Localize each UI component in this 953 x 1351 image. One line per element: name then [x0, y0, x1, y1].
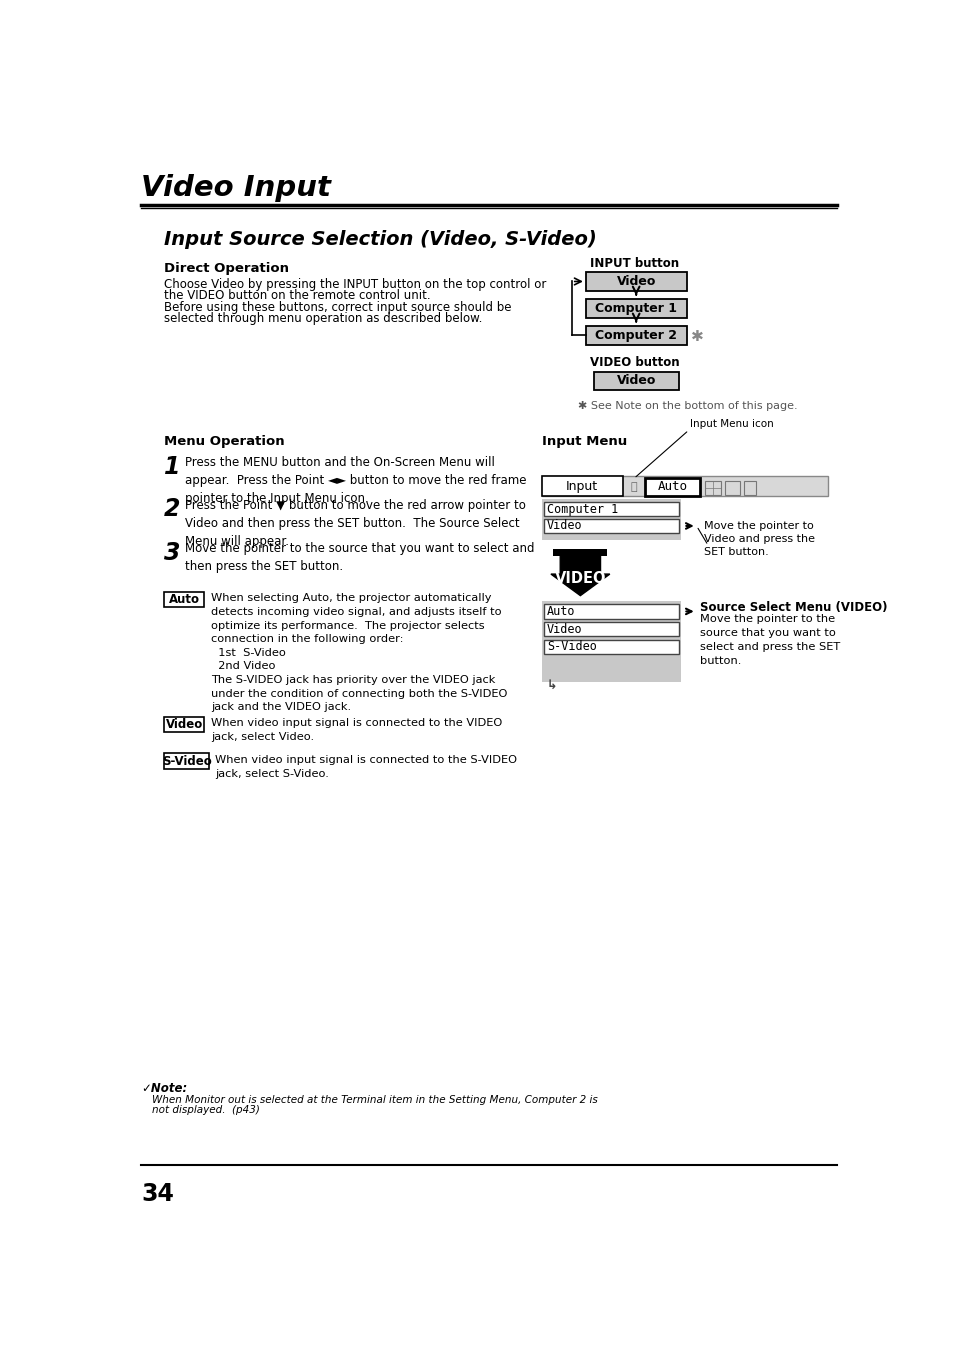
FancyBboxPatch shape	[543, 501, 679, 516]
Text: Input Source Selection (Video, S-Video): Input Source Selection (Video, S-Video)	[164, 230, 597, 249]
FancyBboxPatch shape	[164, 592, 204, 607]
Text: 2: 2	[164, 497, 180, 521]
FancyBboxPatch shape	[543, 519, 679, 534]
Text: Choose Video by pressing the INPUT button on the top control or: Choose Video by pressing the INPUT butto…	[164, 277, 546, 290]
Text: ✓Note:: ✓Note:	[141, 1082, 187, 1096]
Text: 1: 1	[164, 455, 180, 478]
Text: Source Select Menu (VIDEO): Source Select Menu (VIDEO)	[700, 601, 887, 613]
Text: INPUT button: INPUT button	[589, 257, 679, 270]
Text: Video Input: Video Input	[141, 174, 331, 203]
FancyBboxPatch shape	[723, 481, 740, 494]
Text: S-Video: S-Video	[162, 755, 212, 767]
FancyBboxPatch shape	[541, 601, 680, 682]
FancyBboxPatch shape	[541, 499, 680, 540]
Text: Computer 1: Computer 1	[546, 503, 618, 516]
Text: VIDEO button: VIDEO button	[589, 357, 679, 369]
Text: When video input signal is connected to the S-VIDEO
jack, select S-Video.: When video input signal is connected to …	[215, 755, 517, 780]
Text: Computer 2: Computer 2	[595, 328, 677, 342]
FancyBboxPatch shape	[585, 326, 686, 345]
FancyBboxPatch shape	[543, 639, 679, 654]
Text: S-Video: S-Video	[546, 640, 597, 654]
Text: Direct Operation: Direct Operation	[164, 262, 289, 276]
FancyBboxPatch shape	[743, 481, 756, 494]
Text: Before using these buttons, correct input source should be: Before using these buttons, correct inpu…	[164, 301, 511, 313]
Text: not displayed.  (p43): not displayed. (p43)	[152, 1105, 259, 1116]
FancyBboxPatch shape	[164, 754, 209, 769]
Text: Menu Operation: Menu Operation	[164, 435, 285, 449]
FancyBboxPatch shape	[585, 273, 686, 290]
Text: selected through menu operation as described below.: selected through menu operation as descr…	[164, 312, 482, 326]
Text: When video input signal is connected to the VIDEO
jack, select Video.: When video input signal is connected to …	[211, 719, 501, 742]
Text: Video: Video	[166, 717, 203, 731]
Text: When Monitor out is selected at the Terminal item in the Setting Menu, Computer : When Monitor out is selected at the Term…	[152, 1094, 597, 1105]
Text: Video: Video	[546, 623, 582, 635]
FancyBboxPatch shape	[164, 716, 204, 732]
FancyBboxPatch shape	[585, 299, 686, 317]
Text: 3: 3	[164, 540, 180, 565]
FancyBboxPatch shape	[543, 621, 679, 636]
FancyBboxPatch shape	[541, 477, 827, 496]
Text: ↳: ↳	[546, 678, 557, 692]
Text: ✱: ✱	[691, 330, 703, 345]
Text: Video: Video	[546, 519, 582, 532]
Text: Move the pointer to the
source that you want to
select and press the SET
button.: Move the pointer to the source that you …	[700, 615, 840, 666]
Text: Move the pointer to
Video and press the
SET button.: Move the pointer to Video and press the …	[703, 521, 815, 558]
Text: 📷: 📷	[630, 482, 637, 492]
Text: Input Menu icon: Input Menu icon	[690, 419, 774, 430]
Text: Input Menu: Input Menu	[541, 435, 626, 449]
FancyBboxPatch shape	[541, 477, 622, 496]
Text: Auto: Auto	[169, 593, 199, 607]
Text: the VIDEO button on the remote control unit.: the VIDEO button on the remote control u…	[164, 289, 431, 303]
Text: ✱ See Note on the bottom of this page.: ✱ See Note on the bottom of this page.	[578, 401, 797, 411]
Text: Press the MENU button and the On-Screen Menu will
appear.  Press the Point ◄► bu: Press the MENU button and the On-Screen …	[185, 457, 526, 505]
FancyBboxPatch shape	[704, 481, 720, 494]
Text: Move the pointer to the source that you want to select and
then press the SET bu: Move the pointer to the source that you …	[185, 543, 534, 574]
FancyBboxPatch shape	[644, 478, 700, 496]
Text: Video: Video	[616, 374, 655, 388]
FancyBboxPatch shape	[553, 550, 607, 555]
Text: Press the Point ▼ button to move the red arrow pointer to
Video and then press t: Press the Point ▼ button to move the red…	[185, 499, 525, 547]
FancyArrow shape	[550, 555, 609, 596]
Text: VIDEO: VIDEO	[554, 571, 605, 586]
Text: 34: 34	[141, 1182, 173, 1206]
FancyBboxPatch shape	[593, 372, 679, 390]
Text: Auto: Auto	[546, 605, 575, 617]
Text: Computer 1: Computer 1	[595, 301, 677, 315]
FancyBboxPatch shape	[543, 604, 679, 619]
Text: When selecting Auto, the projector automatically
detects incoming video signal, : When selecting Auto, the projector autom…	[211, 593, 507, 712]
Text: Video: Video	[616, 276, 655, 288]
Text: Auto: Auto	[657, 480, 687, 493]
Text: Input: Input	[566, 480, 598, 493]
